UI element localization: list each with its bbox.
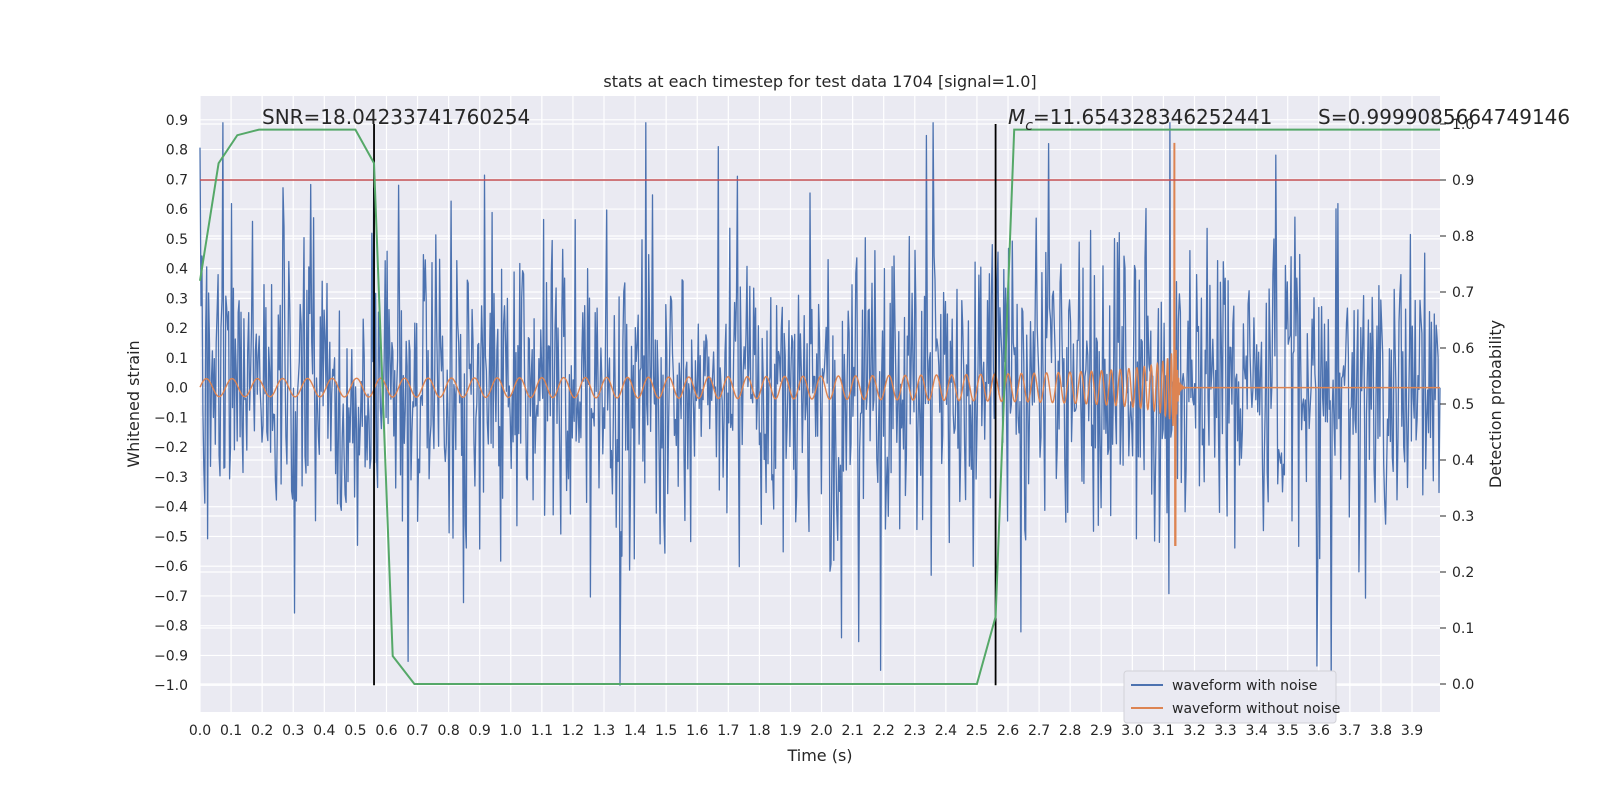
y-tick-label: −1.0: [154, 678, 188, 694]
x-tick-label: 2.5: [966, 723, 988, 739]
x-tick-label: 3.8: [1370, 723, 1392, 739]
series-waveform-with-noise: [199, 122, 1441, 686]
x-tick-label: 1.2: [562, 723, 584, 739]
x-tick-label: 3.7: [1339, 723, 1361, 739]
series-waveform-without-noise: [199, 142, 1440, 547]
y-tick-label: 0.6: [166, 202, 188, 218]
y-tick-label: 0.0: [166, 381, 188, 397]
x-tick-label: 0.8: [437, 723, 459, 739]
x-tick-label: 3.2: [1183, 723, 1205, 739]
y-tick-label: 0.5: [166, 232, 188, 248]
y-tick-label: 0.1: [166, 351, 188, 367]
y2-tick-label: 1.0: [1452, 117, 1474, 133]
x-tick-label: 3.6: [1308, 723, 1330, 739]
y-tick-label: 0.2: [166, 321, 188, 337]
y2-tick-label: 0.8: [1452, 229, 1474, 245]
x-tick-label: 0.5: [344, 723, 366, 739]
y2-tick-label: 0.6: [1452, 341, 1474, 357]
chirp-mass-value: =11.654328346252441: [1033, 105, 1272, 129]
x-tick-label: 0.0: [189, 723, 211, 739]
y-tick-label: 0.3: [166, 291, 188, 307]
legend-box: [1123, 670, 1337, 724]
tick-labels: 0.0 0.1 0.2 0.3 0.4 0.5 0.6 0.7 0.8 0.9 1.0 1.1 1.2 1…: [154, 113, 1474, 739]
legend: waveform with noise waveform without noi…: [1123, 670, 1340, 724]
series-detection-probability: [199, 128, 1440, 685]
x-tick-label: 2.3: [904, 723, 926, 739]
x-tick-label: 3.9: [1401, 723, 1423, 739]
y-tick-label: −0.8: [154, 619, 188, 635]
x-tick-label: 0.3: [282, 723, 304, 739]
legend-label-clean: waveform without noise: [1172, 701, 1340, 717]
x-tick-label: 1.1: [531, 723, 553, 739]
x-tick-label: 3.3: [1214, 723, 1236, 739]
y-tick-label: 0.9: [166, 113, 188, 129]
y2-axis-label: Detection probability: [1486, 320, 1505, 488]
x-tick-label: 3.1: [1152, 723, 1174, 739]
x-tick-label: 0.7: [406, 723, 428, 739]
chirp-mass-subscript: c: [1025, 118, 1033, 134]
x-tick-label: 0.4: [313, 723, 335, 739]
x-tick-label: 1.9: [779, 723, 801, 739]
y2-tick-label: 0.0: [1452, 677, 1474, 693]
y2-tick-label: 0.2: [1452, 565, 1474, 581]
y-tick-label: −0.5: [154, 529, 188, 545]
y-axis-label: Whitened strain: [124, 340, 143, 467]
x-tick-label: 3.0: [1121, 723, 1143, 739]
y-tick-label: 0.8: [166, 143, 188, 159]
y-tick-label: −0.2: [154, 440, 188, 456]
x-tick-label: 0.1: [220, 723, 242, 739]
x-tick-label: 1.6: [686, 723, 708, 739]
y2-tick-label: 0.7: [1452, 285, 1474, 301]
x-tick-label: 2.9: [1090, 723, 1112, 739]
x-tick-label: 1.4: [624, 723, 646, 739]
snr-annotation: SNR=18.04233741760254: [262, 105, 530, 129]
series-layer: [199, 122, 1441, 686]
x-tick-label: 3.4: [1246, 723, 1268, 739]
y2-tick-label: 0.5: [1452, 397, 1474, 413]
x-tick-label: 1.3: [593, 723, 615, 739]
chirp-mass-annotation: Mc=11.654328346252441: [1008, 105, 1272, 134]
x-tick-label: 3.5: [1277, 723, 1299, 739]
y-tick-label: −0.1: [154, 410, 188, 426]
x-tick-label: 2.0: [810, 723, 832, 739]
y-tick-label: 0.7: [166, 172, 188, 188]
x-tick-label: 1.7: [717, 723, 739, 739]
x-axis-label: Time (s): [786, 746, 852, 765]
x-tick-label: 0.9: [469, 723, 491, 739]
y-tick-label: 0.4: [166, 262, 188, 278]
y-tick-label: −0.6: [154, 559, 188, 575]
significance-annotation: S=0.9999085664749146: [1318, 105, 1570, 129]
x-tick-label: 2.2: [873, 723, 895, 739]
x-tick-label: 2.4: [935, 723, 957, 739]
y2-tick-label: 0.1: [1452, 621, 1474, 637]
x-tick-label: 1.8: [748, 723, 770, 739]
chirp-mass-symbol: M: [1008, 105, 1025, 129]
x-tick-label: 2.6: [997, 723, 1019, 739]
x-tick-label: 2.8: [1059, 723, 1081, 739]
legend-label-noise: waveform with noise: [1172, 678, 1317, 694]
x-tick-label: 0.2: [251, 723, 273, 739]
y-tick-label: −0.7: [154, 589, 188, 605]
y-tick-label: −0.3: [154, 470, 188, 486]
x-tick-label: 1.5: [655, 723, 677, 739]
y-tick-label: −0.9: [154, 648, 188, 664]
x-tick-label: 1.0: [500, 723, 522, 739]
y-tick-label: −0.4: [154, 500, 188, 516]
x-tick-label: 2.7: [1028, 723, 1050, 739]
y2-tick-label: 0.3: [1452, 509, 1474, 525]
x-tick-label: 2.1: [841, 723, 863, 739]
x-tick-label: 0.6: [375, 723, 397, 739]
chart-title: stats at each timestep for test data 170…: [603, 72, 1036, 91]
y2-tick-label: 0.9: [1452, 173, 1474, 189]
y2-tick-label: 0.4: [1452, 453, 1474, 469]
